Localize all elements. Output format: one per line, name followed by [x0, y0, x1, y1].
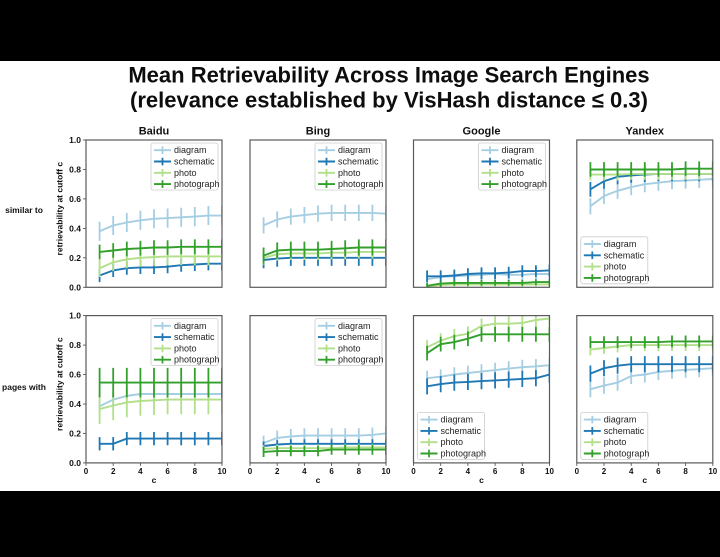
svg-text:6: 6 — [493, 467, 498, 476]
svg-text:schematic: schematic — [174, 157, 215, 167]
svg-text:schematic: schematic — [502, 157, 543, 167]
svg-text:similar to: similar to — [5, 205, 43, 215]
svg-text:schematic: schematic — [174, 332, 215, 342]
svg-text:photo: photo — [174, 168, 197, 178]
svg-text:0.4: 0.4 — [69, 223, 81, 233]
svg-text:4: 4 — [302, 467, 307, 476]
svg-text:2: 2 — [111, 467, 116, 476]
svg-text:2: 2 — [275, 467, 280, 476]
svg-text:10: 10 — [382, 467, 391, 476]
svg-text:8: 8 — [357, 467, 362, 476]
svg-text:0.8: 0.8 — [69, 340, 81, 350]
svg-text:Bing: Bing — [306, 126, 330, 138]
svg-text:8: 8 — [193, 467, 198, 476]
svg-text:0.4: 0.4 — [69, 399, 81, 409]
svg-text:c: c — [642, 475, 647, 485]
svg-text:photograph: photograph — [604, 273, 650, 283]
svg-text:0.0: 0.0 — [69, 282, 81, 292]
svg-text:schematic: schematic — [441, 426, 482, 436]
svg-text:diagram: diagram — [338, 145, 371, 155]
svg-text:photo: photo — [338, 343, 361, 353]
svg-text:Yandex: Yandex — [626, 126, 665, 138]
svg-text:diagram: diagram — [174, 321, 207, 331]
svg-text:4: 4 — [466, 467, 471, 476]
svg-text:schematic: schematic — [338, 157, 379, 167]
svg-text:photograph: photograph — [338, 179, 384, 189]
svg-text:0: 0 — [575, 467, 580, 476]
svg-text:1.0: 1.0 — [69, 311, 81, 321]
svg-text:8: 8 — [683, 467, 688, 476]
svg-text:photograph: photograph — [441, 449, 487, 459]
svg-text:diagram: diagram — [441, 415, 474, 425]
svg-text:4: 4 — [138, 467, 143, 476]
svg-text:0.0: 0.0 — [69, 458, 81, 468]
svg-text:6: 6 — [329, 467, 334, 476]
svg-text:diagram: diagram — [502, 145, 535, 155]
svg-text:0.6: 0.6 — [69, 194, 81, 204]
svg-text:schematic: schematic — [604, 426, 645, 436]
svg-text:pages with: pages with — [2, 382, 46, 392]
svg-text:10: 10 — [218, 467, 227, 476]
svg-text:8: 8 — [520, 467, 525, 476]
svg-text:2: 2 — [602, 467, 607, 476]
svg-text:10: 10 — [545, 467, 554, 476]
svg-text:diagram: diagram — [174, 145, 207, 155]
svg-text:photograph: photograph — [502, 179, 548, 189]
svg-text:photo: photo — [604, 437, 627, 447]
svg-text:0.2: 0.2 — [69, 253, 81, 263]
svg-text:photo: photo — [604, 262, 627, 272]
svg-text:6: 6 — [656, 467, 661, 476]
svg-text:0: 0 — [248, 467, 253, 476]
svg-text:1.0: 1.0 — [69, 135, 81, 145]
svg-text:diagram: diagram — [604, 239, 637, 249]
svg-text:Google: Google — [463, 126, 501, 138]
svg-text:photo: photo — [502, 168, 525, 178]
svg-text:diagram: diagram — [604, 415, 637, 425]
svg-text:10: 10 — [708, 467, 717, 476]
svg-text:photograph: photograph — [604, 449, 650, 459]
svg-text:c: c — [152, 475, 157, 485]
svg-text:photo: photo — [338, 168, 361, 178]
svg-text:schematic: schematic — [604, 250, 645, 260]
svg-text:Baidu: Baidu — [139, 126, 170, 138]
svg-text:4: 4 — [629, 467, 634, 476]
svg-text:c: c — [479, 475, 484, 485]
svg-text:photograph: photograph — [174, 179, 220, 189]
svg-text:photograph: photograph — [338, 355, 384, 365]
svg-text:retrievability at cutoff c: retrievability at cutoff c — [55, 162, 65, 256]
svg-text:0.6: 0.6 — [69, 370, 81, 380]
svg-text:retrievability at cutoff c: retrievability at cutoff c — [55, 337, 65, 431]
svg-text:photo: photo — [441, 437, 464, 447]
svg-text:0.2: 0.2 — [69, 428, 81, 438]
svg-text:6: 6 — [165, 467, 170, 476]
svg-text:0: 0 — [84, 467, 89, 476]
svg-text:schematic: schematic — [338, 332, 379, 342]
svg-text:2: 2 — [438, 467, 443, 476]
svg-text:0.8: 0.8 — [69, 165, 81, 175]
svg-text:c: c — [316, 475, 321, 485]
svg-text:diagram: diagram — [338, 321, 371, 331]
svg-text:photo: photo — [174, 343, 197, 353]
svg-text:0: 0 — [411, 467, 416, 476]
svg-text:(relevance established by VisH: (relevance established by VisHash distan… — [130, 88, 648, 113]
svg-text:photograph: photograph — [174, 355, 220, 365]
svg-text:Mean Retrievability Across Ima: Mean Retrievability Across Image Search … — [128, 63, 649, 88]
